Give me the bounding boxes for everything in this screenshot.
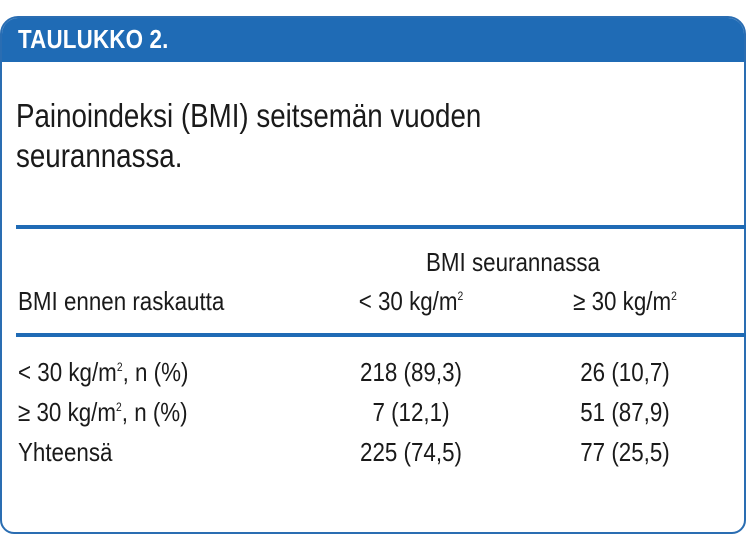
table-title: Painoindeksi (BMI) seitsemän vuoden seur… [16, 96, 604, 176]
table-title-line2: seurannassa. [16, 137, 183, 174]
table-cell: 225 (74,5) [360, 437, 462, 467]
row-label: Yhteensä [18, 437, 113, 467]
top-rule [16, 225, 746, 229]
table-cell: 7 (12,1) [372, 397, 450, 427]
column-group-header: BMI seurannassa [425, 247, 600, 277]
table-title-line1: Painoindeksi (BMI) seitsemän vuoden [16, 97, 482, 134]
row-label: ≥ 30 kg/m2, n (%) [18, 397, 188, 427]
table-label: TAULUKKO 2. [18, 24, 169, 54]
table-cell: 51 (87,9) [580, 397, 670, 427]
column-header-over-30: ≥ 30 kg/m2 [573, 286, 677, 316]
table-cell: 218 (89,3) [360, 357, 462, 387]
table-cell: 77 (25,5) [580, 437, 670, 467]
row-header-label: BMI ennen raskautta [18, 286, 225, 316]
table-card: TAULUKKO 2. [0, 16, 746, 534]
table-header-bar: TAULUKKO 2. [2, 18, 744, 62]
table-cell: 26 (10,7) [580, 357, 670, 387]
row-label: < 30 kg/m2, n (%) [18, 357, 189, 387]
column-header-under-30: < 30 kg/m2 [358, 286, 464, 316]
header-rule [16, 333, 746, 337]
